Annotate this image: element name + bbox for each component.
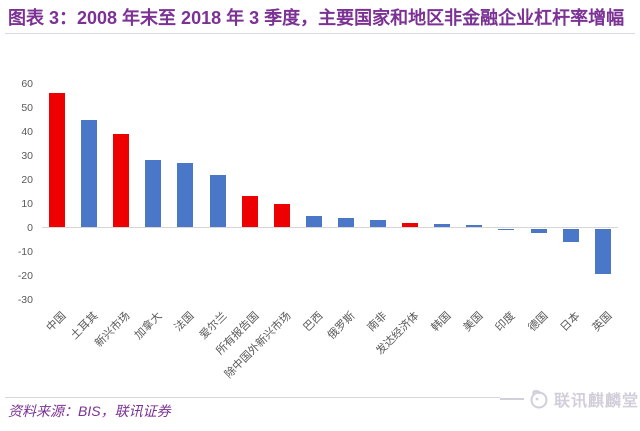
- source-note: 资料来源：BIS，联讯证券: [8, 403, 171, 419]
- y-tick-label: 60: [21, 77, 33, 90]
- y-tick-label: -10: [17, 245, 33, 258]
- watermark-left-dash: [500, 398, 524, 400]
- chart-bar: [81, 119, 98, 228]
- chart-bar: [594, 228, 611, 275]
- footer-divider: [5, 397, 635, 398]
- chart-bar: [241, 196, 258, 228]
- chart-bar: [370, 220, 386, 228]
- x-axis-baseline: [42, 227, 618, 228]
- y-tick-label: 40: [21, 125, 33, 138]
- qilin-logo-icon: [528, 389, 550, 409]
- chart-bar: [498, 228, 515, 230]
- x-axis-label: 俄罗斯: [325, 310, 358, 342]
- chart-bar: [113, 133, 130, 228]
- x-axis-label: 中国: [44, 310, 69, 335]
- chart-bar: [466, 224, 483, 228]
- y-tick-label: 50: [21, 101, 33, 114]
- title-divider: [5, 33, 635, 34]
- y-tick-label: -20: [17, 269, 33, 282]
- chart-bar: [273, 203, 290, 228]
- chart-bar: [562, 228, 579, 242]
- x-axis-label: 韩国: [429, 310, 454, 335]
- figure-title: 图表 3：2008 年末至 2018 年 3 季度，主要国家和地区非金融企业杠杆…: [8, 8, 625, 28]
- y-tick-label: 20: [21, 173, 33, 186]
- chart-bar: [305, 215, 322, 228]
- chart-bar: [530, 228, 547, 234]
- x-axis-label: 德国: [525, 310, 550, 335]
- x-axis-label: 英国: [590, 310, 615, 335]
- chart-bar: [177, 162, 194, 228]
- chart-bar: [209, 174, 226, 228]
- y-tick-label: 10: [21, 197, 33, 210]
- chart-bar: [49, 93, 65, 228]
- y-tick-label: -30: [17, 293, 33, 306]
- chart-bar: [434, 223, 451, 228]
- x-axis-label: 南非: [365, 310, 390, 335]
- y-tick-label: 0: [27, 221, 33, 234]
- x-axis-label: 巴西: [301, 310, 326, 335]
- x-axis-label: 美国: [461, 310, 486, 335]
- watermark: 联讯麒麟堂: [500, 387, 640, 411]
- chart-bar: [337, 217, 354, 228]
- x-axis-label: 印度: [493, 310, 518, 335]
- y-tick-label: 30: [21, 149, 33, 162]
- x-axis-label: 加拿大: [132, 310, 165, 342]
- chart-bar: [402, 222, 419, 228]
- x-axis-label: 日本: [558, 310, 583, 335]
- x-axis-label: 法国: [172, 310, 197, 335]
- chart-bar: [145, 160, 162, 228]
- x-axis-label: 新兴市场: [93, 310, 133, 350]
- watermark-text: 联讯麒麟堂: [554, 393, 640, 410]
